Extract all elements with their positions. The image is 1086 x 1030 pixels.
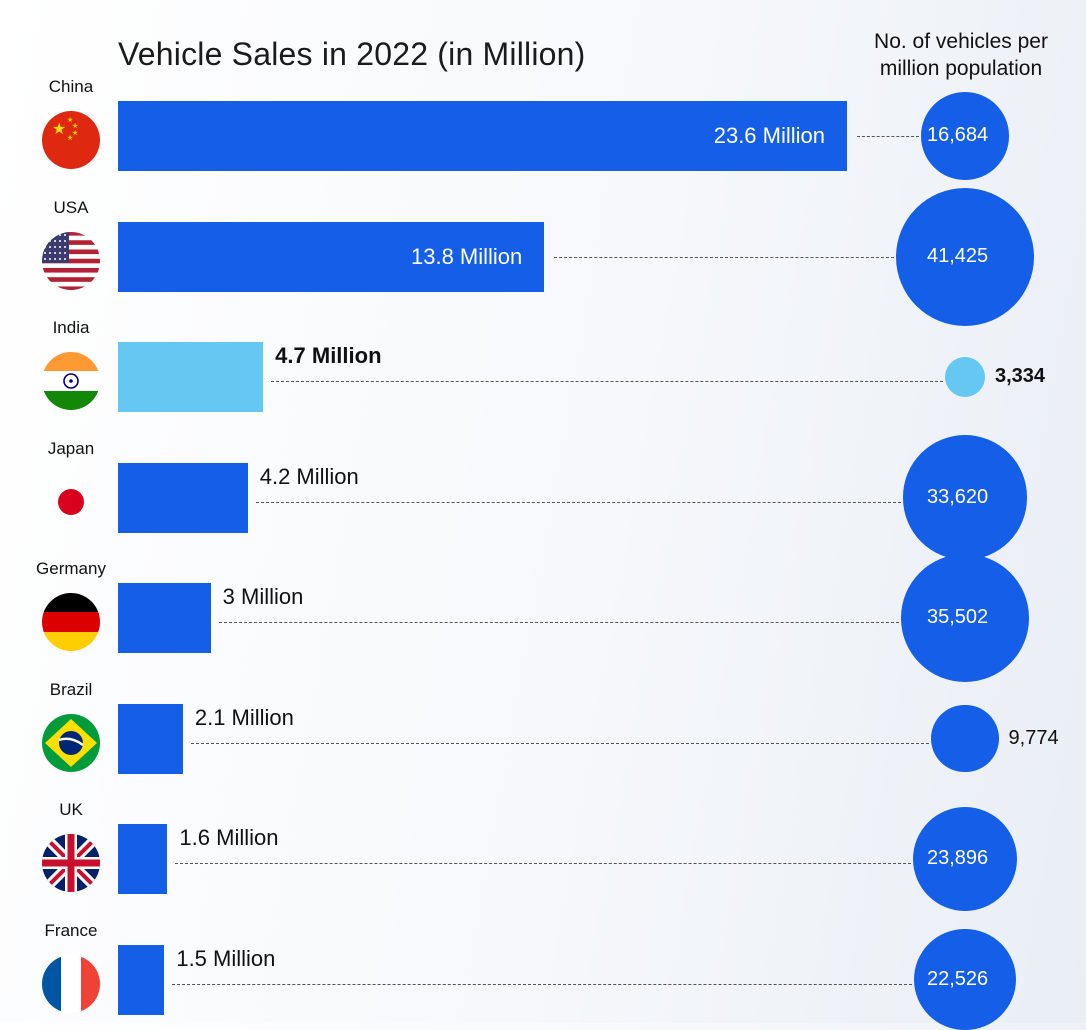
japan-flag [41,472,101,537]
connector-line-china [857,136,920,137]
bar-japan [118,462,248,533]
brazil-flag [41,713,101,778]
germany-flag [41,592,101,657]
bubble-series-header: No. of vehicles per million population [846,28,1076,82]
connector-line-brazil [190,742,930,744]
country-label-japan: Japan [47,438,95,458]
bar-uk [118,824,168,894]
bar-germany [118,583,211,653]
chart-title: Vehicle Sales in 2022 (in Million) [118,36,586,72]
connector-line-uk [175,863,911,864]
bar-value-label-brazil: 2.1 Million [194,704,294,730]
bar-value-label-france: 1.5 Million [176,945,276,971]
bubble-header-line2: million population [879,57,1043,80]
bar-usa [118,221,545,292]
uk-flag [41,833,101,898]
country-label-usa: USA [53,197,89,217]
bubble-value-label-uk: 23,896 [927,847,989,869]
connector-line-germany [218,622,900,623]
bubble-value-label-china: 16,684 [927,124,989,146]
india-flag [41,351,101,416]
bar-value-label-germany: 3 Million [222,584,304,609]
country-label-china: China [48,77,94,96]
bubble-value-label-india: 3,334 [995,365,1046,387]
bar-brazil [118,703,183,774]
bubble-value-label-france: 22,526 [927,967,989,990]
bar-china [118,101,847,171]
bubble-value-label-germany: 35,502 [927,606,989,628]
country-label-india: India [52,318,90,337]
country-label-brazil: Brazil [49,679,93,699]
bubble-germany [901,554,1029,682]
bar-value-label-uk: 1.6 Million [179,825,279,850]
bar-value-label-india: 4.7 Million [275,343,382,368]
bubble-france [914,928,1016,1030]
bubble-value-label-brazil: 9,774 [1008,726,1059,749]
france-flag [41,954,101,1019]
bar-value-label-china: 23.6 Million [713,123,825,148]
connector-line-japan [255,501,901,503]
bubble-value-label-japan: 33,620 [927,485,989,508]
bar-value-label-japan: 4.2 Million [259,463,359,489]
bubble-china [921,92,1009,180]
bar-france [118,944,165,1015]
usa-flag [41,231,101,296]
bar-india [118,342,264,412]
country-label-uk: UK [59,800,83,819]
bubble-japan [902,435,1028,560]
china-flag: ★ ★ ★ ★ ★ [41,110,101,175]
svg-text:★: ★ [52,119,66,138]
connector-line-usa [554,256,894,258]
svg-text:★: ★ [72,129,78,137]
bubble-usa [896,187,1034,326]
svg-text:★: ★ [72,122,78,130]
connector-line-france [172,983,913,985]
connector-line-india [271,381,943,382]
bubble-india [945,357,985,397]
bubble-header-line1: No. of vehicles per [874,30,1048,53]
bar-value-label-usa: 13.8 Million [411,243,523,269]
country-label-france: France [44,920,98,940]
country-label-germany: Germany [36,559,106,578]
svg-text:★: ★ [67,116,73,124]
bubble-value-label-usa: 41,425 [927,244,989,267]
svg-text:★: ★ [67,134,73,142]
bubble-brazil [931,704,999,772]
bubble-uk [912,806,1018,912]
